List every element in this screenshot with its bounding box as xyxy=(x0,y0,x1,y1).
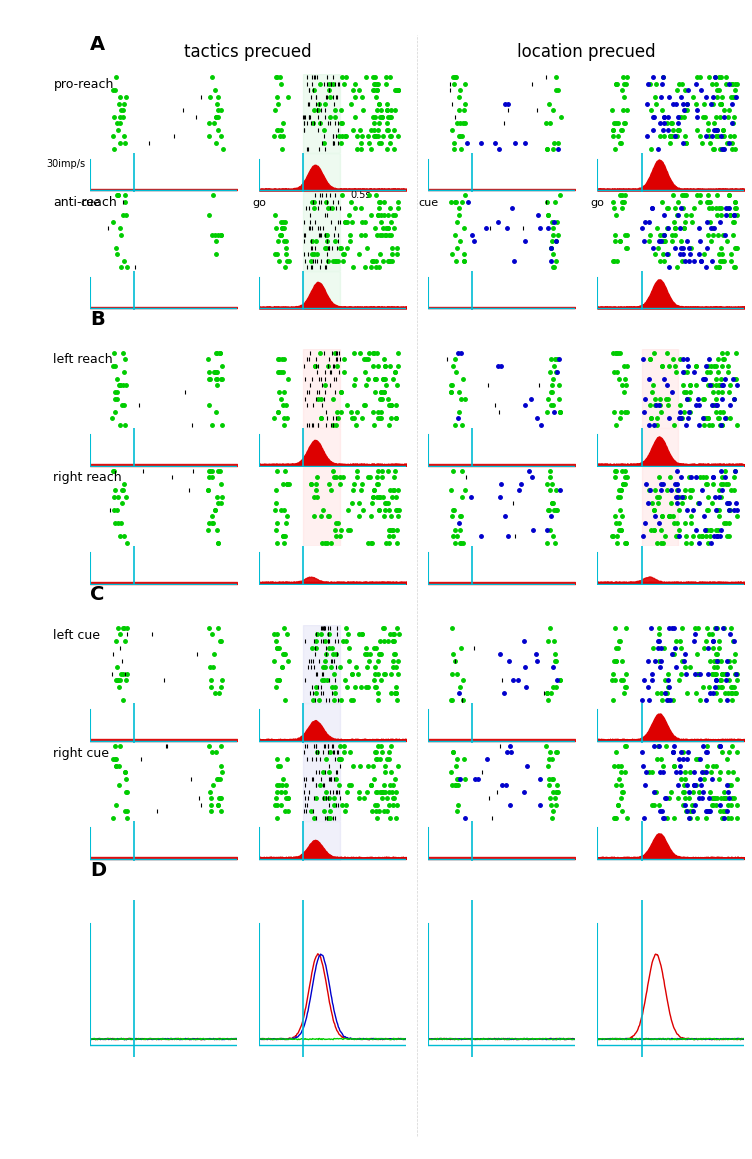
Bar xyxy=(303,74,340,153)
Bar xyxy=(303,704,340,743)
Bar xyxy=(641,428,678,467)
Text: right cue: right cue xyxy=(53,746,110,759)
Text: 0.5s: 0.5s xyxy=(350,190,371,199)
Bar xyxy=(641,467,678,546)
Text: left reach: left reach xyxy=(53,353,113,366)
Bar xyxy=(641,349,678,428)
Text: anti-reach: anti-reach xyxy=(53,196,117,209)
Bar xyxy=(303,822,340,860)
Text: cue: cue xyxy=(80,198,100,207)
Text: B: B xyxy=(90,309,105,329)
Text: 30imp/s: 30imp/s xyxy=(46,159,85,169)
Text: right reach: right reach xyxy=(53,472,122,484)
Bar xyxy=(303,271,340,309)
Bar xyxy=(303,192,340,271)
Bar xyxy=(303,153,340,192)
Text: tactics precued: tactics precued xyxy=(184,43,312,60)
Text: go: go xyxy=(253,198,266,207)
Bar xyxy=(303,625,340,704)
Text: cue: cue xyxy=(418,198,438,207)
Text: left cue: left cue xyxy=(53,628,101,642)
Text: pro-reach: pro-reach xyxy=(53,78,114,92)
Bar xyxy=(303,467,340,546)
Text: A: A xyxy=(90,35,105,53)
Text: C: C xyxy=(90,585,105,604)
Bar xyxy=(303,349,340,428)
Bar xyxy=(303,428,340,467)
Bar xyxy=(303,743,340,822)
Text: go: go xyxy=(590,198,605,207)
Text: D: D xyxy=(90,860,106,880)
Text: location precued: location precued xyxy=(517,43,656,60)
